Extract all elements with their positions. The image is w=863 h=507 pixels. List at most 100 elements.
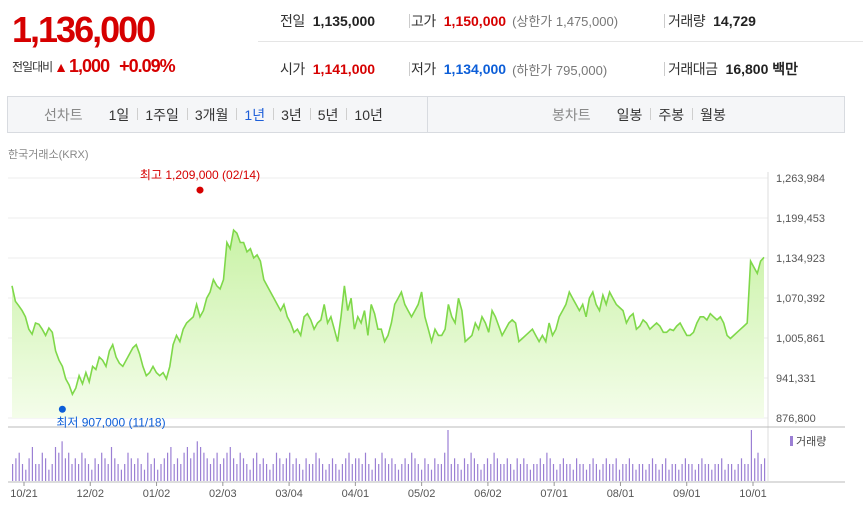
summary-row-2: 시가 1,141,000 저가 1,134,000 (하한가 795,000) … [258, 48, 863, 90]
volume-bar [150, 464, 152, 481]
volume-bar [625, 464, 627, 481]
volume-bar [546, 452, 548, 481]
volume-bar [671, 464, 673, 481]
summary-row-1: 전일 1,135,000 고가 1,150,000 (상한가 1,475,000… [258, 0, 863, 42]
volume-bar [374, 458, 376, 481]
period-tab[interactable]: 1주일 [137, 105, 187, 125]
volume-bar [104, 458, 106, 481]
volume-bar [582, 464, 584, 481]
volume-bar [437, 464, 439, 481]
volume-bar [84, 458, 86, 481]
volume-bar [312, 464, 314, 481]
volume-bar [183, 452, 185, 481]
volume-bar [170, 447, 172, 481]
volume-bar [94, 458, 96, 481]
volume-bar [559, 464, 561, 481]
volume-bar [470, 452, 472, 481]
period-tab[interactable]: 5년 [309, 105, 347, 125]
volume-bar [533, 464, 535, 481]
low-annotation: 최저 907,000 (11/18) [56, 415, 165, 429]
volume-bar [599, 469, 601, 481]
turnover-value: 16,800 백만 [725, 61, 799, 77]
volume-bar [378, 464, 380, 481]
volume-bar [473, 458, 475, 481]
volume-bar [364, 452, 367, 481]
price-line [11, 228, 765, 397]
volume-bar [322, 464, 324, 481]
current-price: 1,136,000 [12, 9, 156, 50]
volume-bar [539, 458, 541, 481]
change-label: 전일대비 [12, 60, 53, 74]
y-tick-label: 1,070,392 [776, 293, 825, 305]
volume-bar [757, 452, 759, 481]
volume-bar [196, 441, 198, 481]
x-tick-label: 03/04 [275, 488, 303, 500]
volume-bar [68, 452, 70, 481]
volume-bar [727, 464, 729, 481]
high-value: 1,150,000 [443, 12, 507, 29]
candle-chart-tabs: 봉차트 일봉 주봉 월봉 [428, 97, 734, 132]
period-tab[interactable]: 10년 [346, 105, 390, 125]
volume-bar [107, 464, 109, 481]
volume-bar [81, 452, 83, 481]
volume-bar [737, 464, 739, 481]
period-tab-active[interactable]: 1년 [236, 105, 273, 125]
volume-bar [576, 458, 578, 481]
x-tick-label: 05/02 [408, 488, 436, 500]
chart-grid [8, 172, 845, 483]
volume-bar [91, 469, 93, 481]
volume-bar [173, 464, 175, 481]
volume-bar [612, 464, 614, 481]
volume-bar [358, 458, 360, 481]
volume-bar [628, 458, 630, 481]
volume-bar [341, 464, 343, 481]
volume-bar [460, 469, 462, 481]
candle-tab[interactable]: 월봉 [692, 105, 734, 125]
volume-bar [503, 464, 505, 481]
volume-bar [516, 458, 518, 481]
candle-tab[interactable]: 주봉 [650, 105, 692, 125]
period-tab[interactable]: 3년 [273, 105, 310, 125]
high-marker [196, 186, 204, 194]
x-tick-label: 12/02 [77, 488, 105, 500]
volume-bar [490, 464, 492, 481]
volume-bar [707, 464, 710, 481]
candle-chart-label: 봉차트 [552, 106, 591, 123]
volume-bar [223, 458, 225, 481]
volume-bar [262, 458, 264, 481]
y-tick-label: 1,134,923 [776, 253, 825, 265]
volume-bar [167, 452, 169, 481]
up-arrow-icon: ▲ [54, 58, 69, 75]
volume-bar [450, 464, 452, 481]
period-tab[interactable]: 1일 [108, 106, 130, 123]
volume-bar [318, 458, 320, 481]
volume-bar [51, 464, 53, 481]
volume-bar [381, 452, 383, 481]
volume-bar [698, 464, 700, 481]
volume-bar [28, 458, 30, 481]
candle-tab[interactable]: 일봉 [616, 106, 643, 123]
period-tab[interactable]: 3개월 [186, 105, 237, 125]
volume-bar [602, 464, 604, 481]
volume-bar [691, 464, 693, 481]
volume-bar [632, 464, 634, 481]
volume-bar [143, 469, 146, 481]
open-label: 시가 [280, 61, 305, 77]
volume-bar [543, 464, 545, 481]
volume-bar [18, 452, 20, 481]
volume-bar [137, 458, 139, 481]
volume-bar [589, 464, 591, 481]
divider [664, 13, 665, 28]
volume-bar [206, 458, 208, 481]
volume-bar [134, 464, 136, 481]
volume-bar [160, 464, 162, 481]
volume-bar [510, 464, 512, 481]
low-marker [58, 405, 66, 413]
divider [409, 62, 410, 76]
volume-bar [684, 458, 686, 481]
volume-bar [496, 458, 498, 481]
volume-cell: 거래량 14,729 [656, 11, 756, 31]
volume-bar [41, 452, 43, 481]
volume-bar [394, 464, 396, 481]
volume-bar [569, 464, 571, 481]
